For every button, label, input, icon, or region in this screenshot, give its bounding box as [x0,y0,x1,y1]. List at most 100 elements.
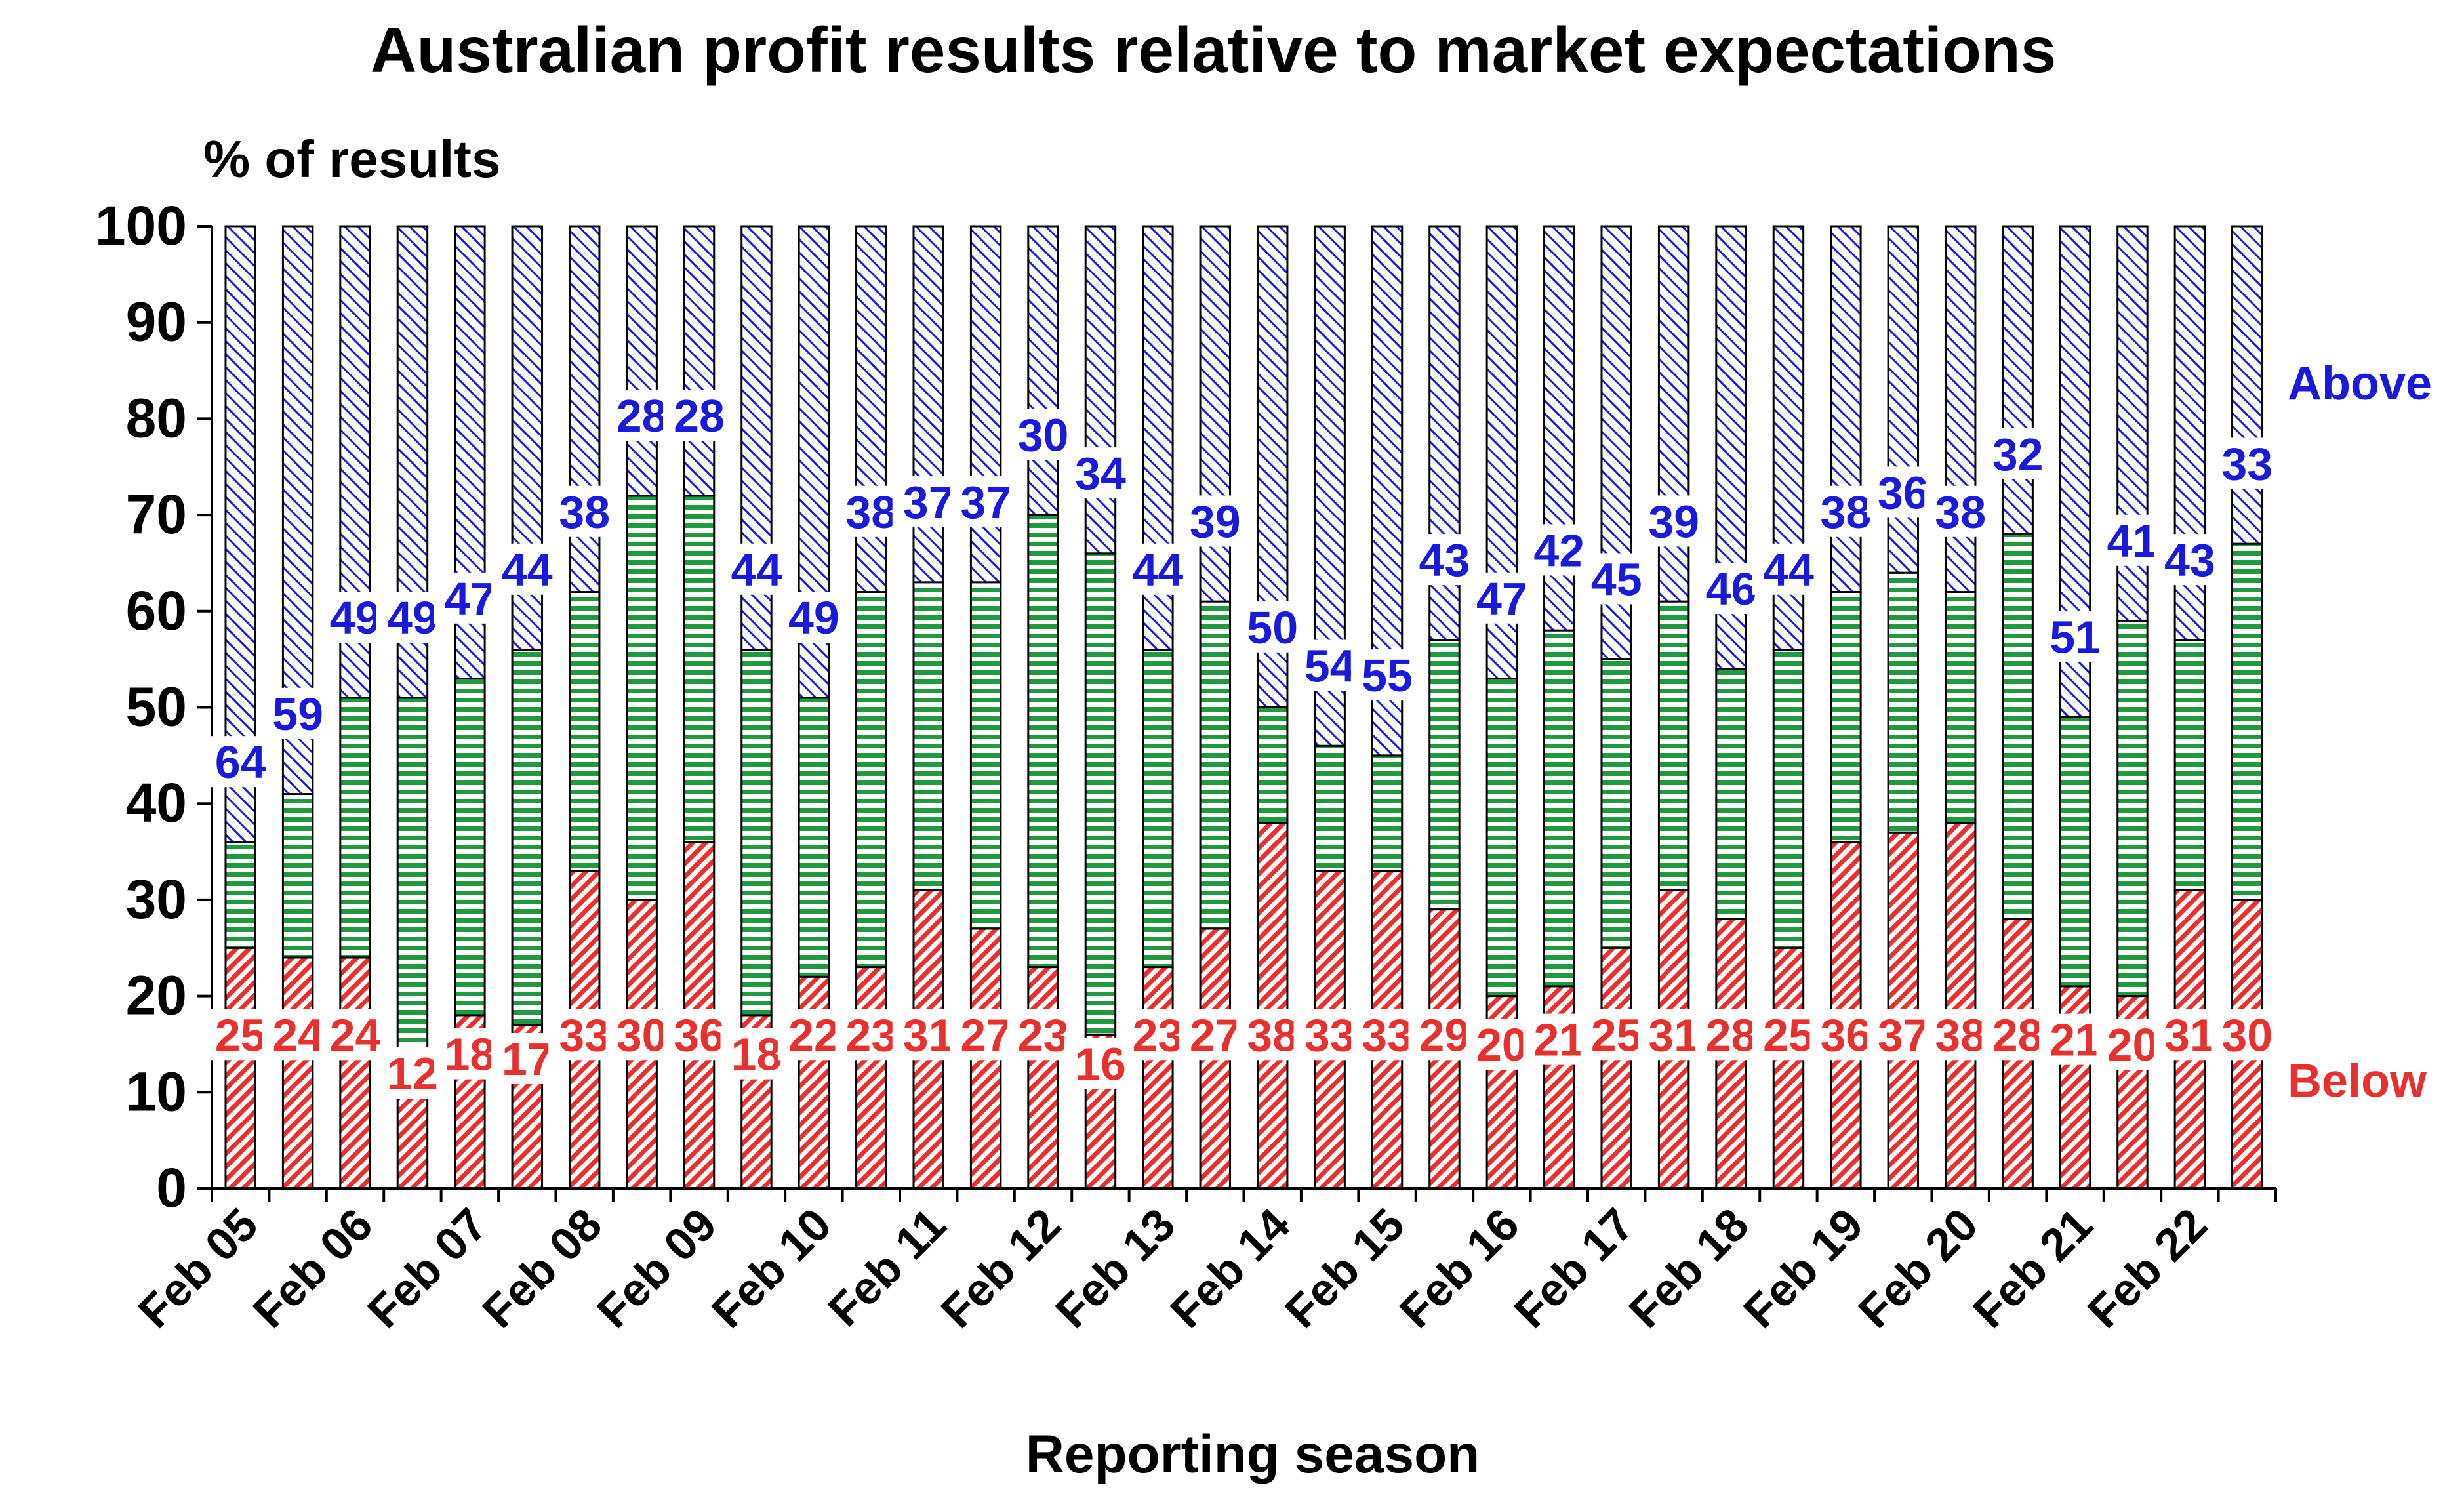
data-label-above: 38 [845,487,897,538]
bar-segment-below [855,966,887,1190]
x-tick-label: Feb 19 [1734,1198,1873,1337]
legend-label-above: Above [2288,357,2432,410]
data-label-above: 59 [272,689,323,740]
data-label-above: 44 [1763,544,1814,596]
x-tick-label: Feb 11 [818,1198,956,1335]
data-label-above: 44 [731,544,782,596]
bar-segment-below [1142,966,1174,1190]
bar-segment-below [1256,822,1289,1190]
bar-segment-below [1027,966,1059,1190]
bar-segment-inline [568,590,601,872]
x-tick-label: Feb 08 [472,1198,611,1337]
data-label-below: 24 [330,1009,381,1061]
data-label-below: 20 [1476,1019,1527,1070]
data-label-above: 39 [1648,496,1699,547]
bar-segment-inline [1199,600,1232,930]
data-label-above: 50 [1247,602,1298,653]
data-label-above-box [1179,495,1251,547]
y-tick-label: 100 [95,195,187,256]
bar-segment-below [281,956,314,1190]
data-label-below: 25 [1591,1009,1642,1061]
bar-segment-inline [2173,639,2206,891]
data-label-below: 31 [1648,1009,1699,1061]
bar-segment-above [1027,225,1059,516]
bars [224,225,2263,1190]
bar-segment-above [969,225,1002,584]
data-label-above-box [1580,553,1653,605]
bar-segment-inline [740,648,773,1017]
bar-segment-inline [1142,648,1174,969]
data-label-below: 30 [616,1009,668,1061]
x-tick-label: Feb 18 [1619,1198,1758,1337]
x-tick-label: Feb 06 [243,1198,382,1337]
bar-segment-inline [1256,706,1289,824]
data-label-below: 37 [1878,1009,1929,1061]
data-label-above: 49 [387,592,438,643]
bar-segment-above [912,225,944,584]
bar-segment-inline [1027,514,1059,969]
x-tick-label: Feb 17 [1505,1198,1644,1337]
data-label-below: 29 [1419,1009,1470,1061]
x-tick-label: Feb 05 [129,1198,268,1337]
data-label-above-box [262,687,334,739]
data-label-above-box [548,485,621,537]
bar-segment-inline [2059,716,2091,988]
data-label-below: 12 [387,1048,438,1099]
bar-segment-inline [1715,668,1747,920]
data-label-above-box [1351,649,1424,701]
data-label-above: 49 [788,592,839,643]
data-label-above: 49 [330,592,381,643]
data-label-below: 27 [960,1009,1011,1061]
data-label-above-box [2211,437,2284,489]
data-label-above: 36 [1878,467,1929,518]
data-label-above-box [1465,572,1538,624]
data-label-below: 27 [1190,1009,1241,1061]
y-tick-label: 90 [126,291,187,353]
bar-segment-inline [511,648,544,1026]
bar-segment-inline [224,841,256,949]
bar-segment-inline [339,697,371,959]
data-label-below: 24 [272,1009,323,1061]
data-label-below: 21 [1533,1015,1585,1066]
data-label-above: 32 [1992,429,2044,480]
data-label-above-box [2153,534,2226,586]
y-tick-label: 50 [126,676,187,738]
bar-segment-inline [969,581,1002,930]
bar-segment-inline [626,495,658,901]
bar-segment-above [626,225,658,497]
x-tick-label: Feb 20 [1848,1198,1987,1337]
data-label-below: 18 [444,1029,495,1080]
data-label-above: 44 [1132,544,1183,596]
chart-title: Australian profit results relative to ma… [371,14,2057,86]
bar-segment-below [1772,946,1805,1190]
bar-segment-inline [1084,552,1117,1036]
data-label-above: 44 [502,544,553,596]
data-label-below: 33 [559,1009,610,1061]
bar-segment-inline [1428,639,1461,911]
data-label-above-box [204,736,277,788]
legend-label-below: Below [2288,1055,2427,1108]
data-label-below: 38 [1247,1009,1298,1061]
data-label-above: 46 [1706,563,1757,615]
data-label-above: 55 [1362,650,1413,701]
bar-segment-inline [855,590,887,969]
data-label-below: 22 [788,1009,839,1061]
bar-segment-above [2002,225,2034,535]
data-label-above-box [491,543,563,595]
data-label-above-box [1121,543,1194,595]
data-label-above: 38 [559,487,610,538]
bar-segment-inline [1772,648,1805,949]
data-label-above: 37 [960,477,1011,528]
y-tick-label: 40 [126,772,187,834]
x-tick-label: Feb 21 [1963,1198,2102,1337]
data-label-above-box [720,543,793,595]
bar-segment-inline [454,677,486,1017]
data-label-above: 42 [1533,525,1585,576]
data-label-above-box [1752,543,1825,595]
data-label-above: 47 [1476,573,1527,624]
data-label-above: 34 [1075,448,1126,499]
x-tick-label: Feb 09 [587,1198,726,1337]
data-label-below: 23 [1132,1009,1183,1061]
